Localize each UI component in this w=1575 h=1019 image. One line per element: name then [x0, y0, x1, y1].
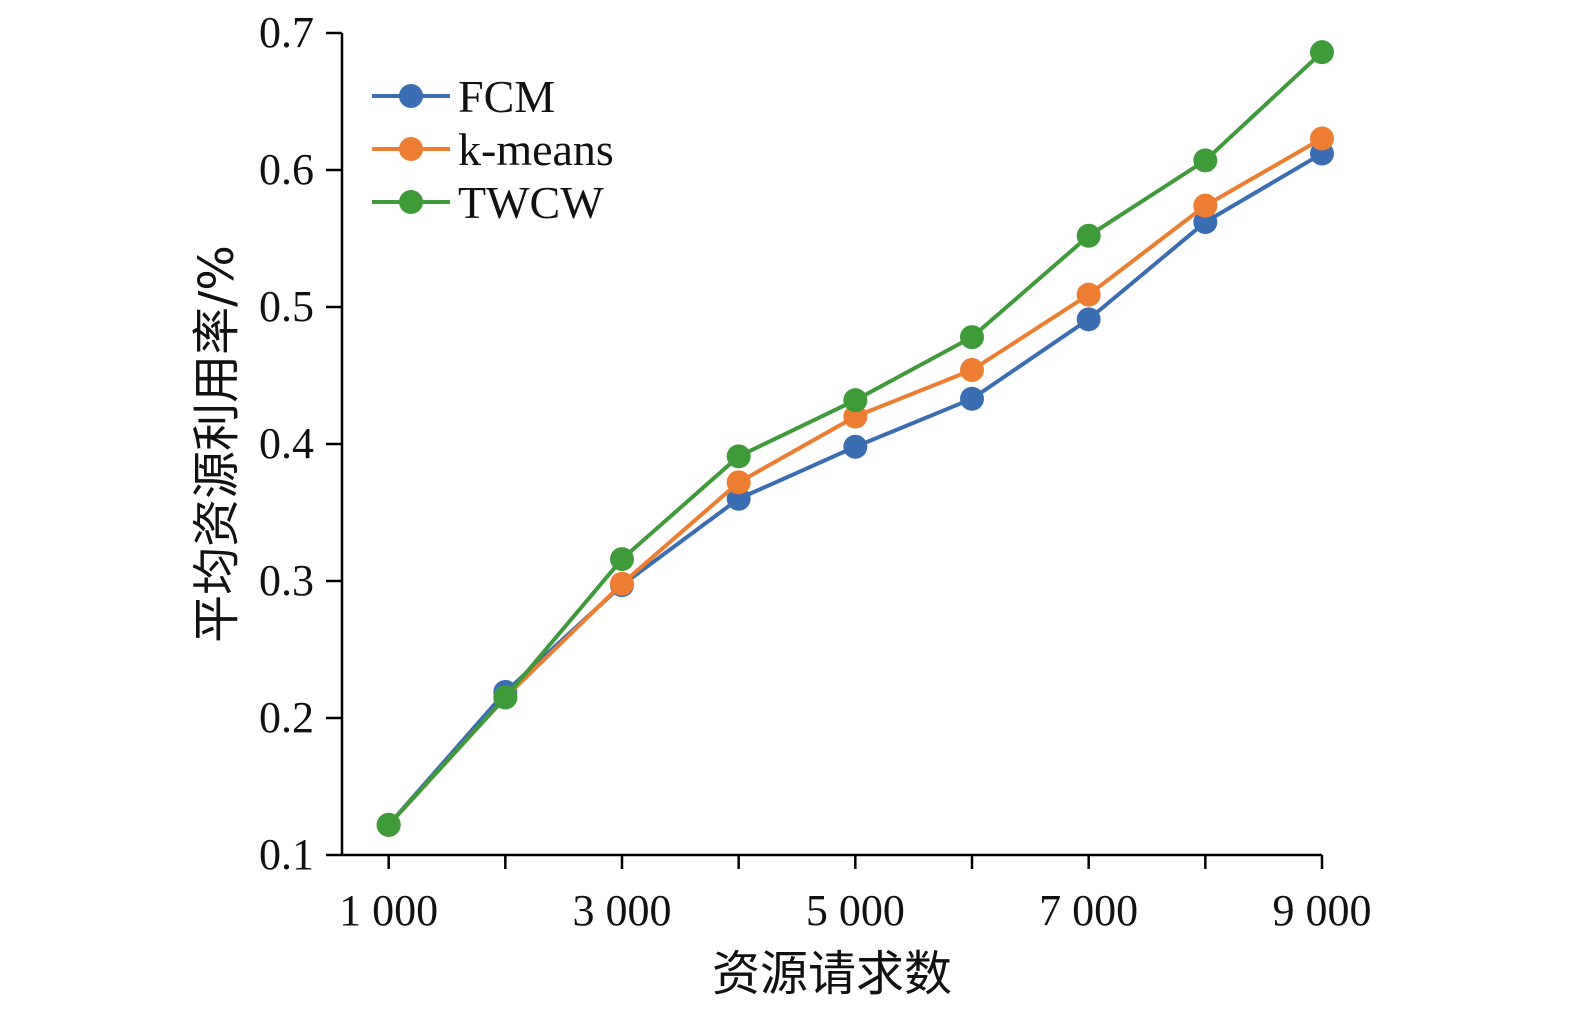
data-point-TWCW — [610, 547, 634, 572]
x-tick-label: 1 000 — [339, 886, 438, 935]
y-tick-label: 0.5 — [259, 282, 314, 331]
x-tick-label: 9 000 — [1273, 886, 1372, 935]
y-tick-label: 0.4 — [259, 419, 314, 468]
data-point-TWCW — [726, 444, 751, 469]
data-point-TWCW — [1076, 223, 1101, 248]
y-tick-label: 0.1 — [259, 830, 314, 879]
y-tick-label: 0.7 — [259, 8, 314, 57]
legend-label-FCM: FCM — [458, 71, 555, 122]
x-tick-label: 3 000 — [573, 886, 672, 935]
data-point-k-means — [1310, 126, 1334, 151]
data-point-TWCW — [1193, 148, 1218, 173]
legend-marker-TWCW — [399, 190, 423, 214]
y-axis-title: 平均资源利用率/% — [189, 245, 245, 643]
data-point-FCM — [843, 434, 868, 459]
data-point-FCM — [1193, 210, 1218, 235]
series-layer — [376, 40, 1334, 837]
data-point-k-means — [726, 470, 751, 495]
data-point-k-means — [1076, 282, 1101, 307]
data-point-FCM — [726, 486, 751, 511]
data-point-TWCW — [960, 325, 984, 350]
x-axis-title: 资源请求数 — [712, 946, 952, 1002]
data-point-TWCW — [493, 685, 518, 710]
legend-marker-FCM — [399, 84, 423, 108]
data-point-k-means — [843, 404, 868, 429]
data-point-k-means — [960, 358, 984, 383]
data-point-TWCW — [843, 388, 868, 413]
x-tick-label: 7 000 — [1039, 886, 1138, 935]
x-ticks: 1 000 3 000 5 000 7 000 9 000 — [339, 855, 1372, 935]
y-ticks: 0.1 0.2 0.3 0.4 0.5 0.6 0.7 — [259, 8, 342, 879]
legend-label-TWCW: TWCW — [458, 177, 604, 228]
data-point-k-means — [610, 571, 634, 596]
data-point-TWCW — [376, 812, 401, 837]
x-tick-label: 5 000 — [806, 886, 905, 935]
data-point-FCM — [1076, 307, 1101, 332]
series-line-FCM — [387, 151, 1324, 827]
legend-marker-k-means — [399, 137, 423, 161]
data-point-k-means — [1193, 193, 1218, 218]
y-tick-label: 0.2 — [259, 693, 314, 742]
data-point-FCM — [960, 386, 984, 411]
legend-label-k-means: k-means — [458, 124, 614, 175]
data-point-TWCW — [1310, 40, 1334, 65]
y-tick-label: 0.3 — [259, 556, 314, 605]
y-tick-label: 0.6 — [259, 145, 314, 194]
